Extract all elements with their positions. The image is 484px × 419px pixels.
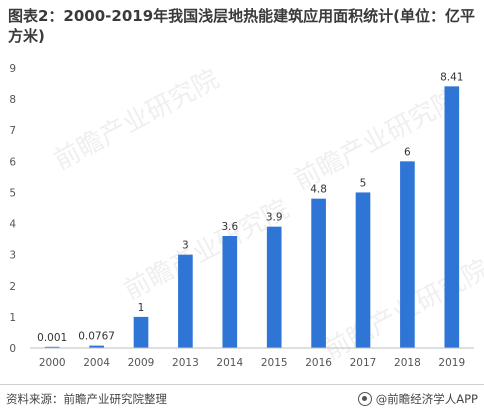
y-tick-label: 9 [9,63,16,75]
data-label: 0.0767 [78,331,115,343]
y-tick-label: 5 [9,187,16,199]
y-tick-label: 0 [9,343,16,355]
source-note: 资料来源：前瞻产业研究院整理 [6,392,167,406]
x-tick-label: 2004 [83,357,110,369]
x-tick-label: 2014 [216,357,243,369]
data-label: 3 [182,240,189,252]
y-axis: 0 1 2 3 4 5 6 7 8 9 [9,63,16,355]
y-tick-label: 7 [9,125,16,137]
bar [444,86,460,348]
footer: 资料来源：前瞻产业研究院整理 @前瞻经济学人APP [0,384,484,419]
y-tick-label: 2 [9,281,16,293]
x-axis: 2000 2004 2009 2013 2014 2015 2016 2017 2018 2019 [30,347,474,369]
x-tick-label: 2019 [438,357,465,369]
brand: @前瞻经济学人APP [357,391,478,407]
data-label: 6 [404,146,411,158]
bars: 0.001 0.0767 1 3 3.6 3.9 4.8 5 6 8.41 [37,71,463,348]
bar [222,236,238,348]
y-tick-label: 4 [9,219,16,231]
x-tick-label: 2017 [350,357,377,369]
x-tick-label: 2016 [305,357,332,369]
chart-title: 图表2：2000-2019年我国浅层地热能建筑应用面积统计(单位：亿平方米) [8,7,476,45]
brand-label: @前瞻经济学人APP [375,392,478,406]
bar [178,254,193,348]
bar-chart: 前瞻产业研究院 前瞻产业研究院 前瞻产业研究院 前瞻产业研究院 01234567… [9,63,484,369]
watermark-text: 前瞻产业研究院 [289,84,464,196]
x-tick-label: 2000 [39,357,66,369]
brand-logo-icon [357,392,372,406]
bar [355,192,371,348]
y-tick-label: 1 [9,312,16,324]
y-tick-label: 8 [9,94,16,106]
data-label: 3.6 [221,221,238,233]
x-tick-label: 2009 [128,357,155,369]
x-tick-label: 2013 [172,357,199,369]
data-label: 5 [360,177,367,189]
data-label: 0.001 [37,332,67,344]
y-tick-label: 6 [9,156,16,168]
x-tick-label: 2015 [261,357,288,369]
data-label: 4.8 [310,184,327,196]
bar [133,316,149,348]
bar [89,345,104,348]
bar [44,346,60,348]
y-tick-label: 3 [9,250,16,262]
data-label: 3.9 [266,212,283,224]
bar [266,226,282,348]
data-label: 1 [138,302,145,314]
data-label: 8.41 [440,71,463,83]
x-tick-label: 2018 [394,357,421,369]
watermark-text: 前瞻产业研究院 [49,64,224,176]
bar [311,198,326,348]
bar [400,161,415,348]
